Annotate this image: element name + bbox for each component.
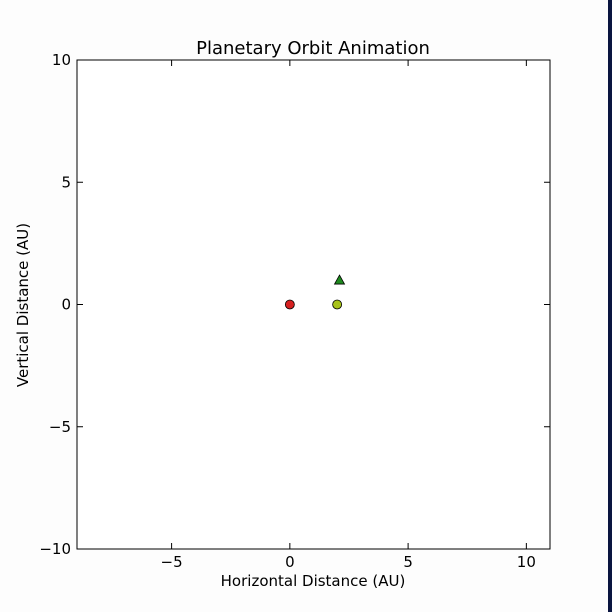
chart-title: Planetary Orbit Animation <box>196 38 430 59</box>
x-tick-label: −5 <box>161 553 183 571</box>
plot-area <box>76 59 551 550</box>
data-points <box>284 274 346 310</box>
x-tick-label: 10 <box>517 553 536 571</box>
planet-triangle-marker <box>333 274 346 285</box>
y-tick-label: −5 <box>49 418 71 436</box>
y-tick-label: −10 <box>39 540 71 558</box>
ticks-layer: −5 0 5 10 −10 −5 0 5 10 <box>39 51 550 571</box>
y-tick-label: 10 <box>52 51 71 69</box>
y-tick-label: 0 <box>61 296 71 314</box>
x-tick-label: 5 <box>403 553 413 571</box>
window-edge <box>608 0 612 612</box>
y-tick-label: 5 <box>61 173 71 191</box>
planet-circle-marker <box>332 299 343 310</box>
x-tick-label: 0 <box>285 553 295 571</box>
y-axis-label: Vertical Distance (AU) <box>14 223 32 387</box>
x-axis-label: Horizontal Distance (AU) <box>221 572 406 590</box>
planet-circle-marker <box>284 299 295 310</box>
